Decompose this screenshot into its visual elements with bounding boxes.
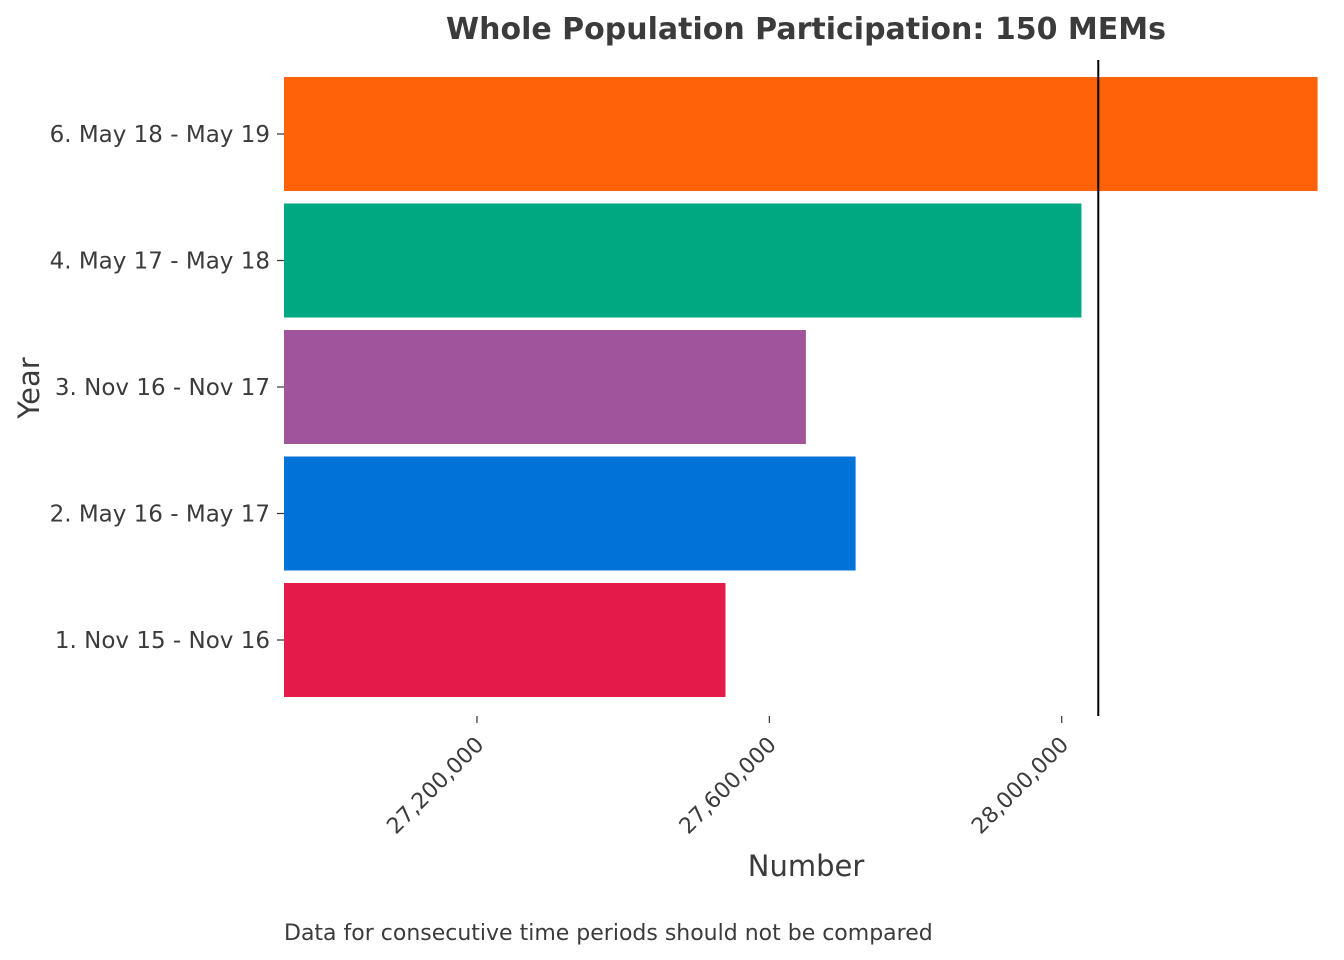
y-tick-label: 4. May 17 - May 18 [50,249,270,275]
bar-3 [284,330,806,444]
y-tick-label: 6. May 18 - May 19 [50,122,270,148]
x-tick-label: 27,600,000 [675,733,782,840]
x-axis-ticks: 27,200,000 27,600,000 28,000,000 [382,716,1074,839]
x-tick-label: 28,000,000 [967,733,1074,840]
y-axis-title: Year [12,357,46,419]
y-tick-label: 2. May 16 - May 17 [50,502,270,528]
y-tick-label: 3. Nov 16 - Nov 17 [55,375,270,401]
bar-1 [284,583,726,697]
chart-caption: Data for consecutive time periods should… [284,921,933,946]
bars-group [284,77,1318,697]
bar-2 [284,456,856,571]
x-axis-title: Number [748,849,865,883]
chart-title: Whole Population Participation: 150 MEMs [446,12,1166,47]
x-tick-label: 27,200,000 [382,733,489,840]
y-tick-label: 1. Nov 15 - Nov 16 [55,628,270,654]
y-axis-labels: 1. Nov 15 - Nov 16 2. May 16 - May 17 3. N… [50,122,284,654]
bar-5 [284,77,1318,191]
bar-4 [284,203,1082,318]
